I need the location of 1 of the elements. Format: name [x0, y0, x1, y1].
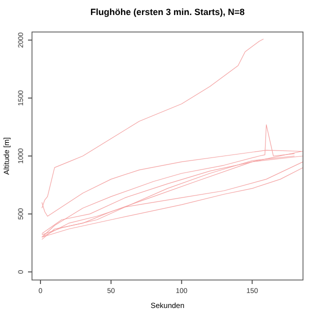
- chart-title: Flughöhe (ersten 3 min. Starts), N=8: [90, 7, 245, 17]
